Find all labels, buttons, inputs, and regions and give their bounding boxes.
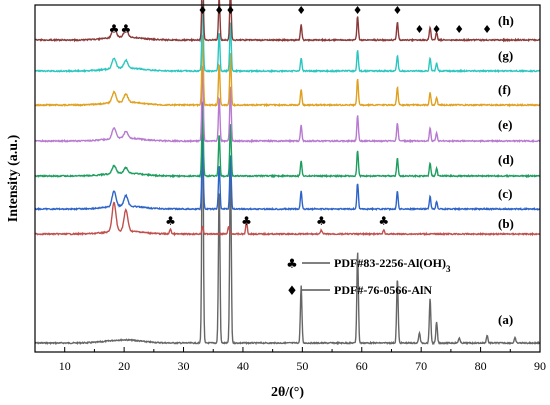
series-line-f	[34, 34, 541, 108]
series-label-e: (e)	[498, 117, 512, 132]
y-axis-label: Intensity (a.u.)	[6, 134, 21, 222]
legend-diamond-icon: ♦	[286, 284, 298, 299]
x-tick-label-50: 50	[296, 359, 308, 373]
series-label-c: (c)	[498, 186, 512, 201]
diamond-marker-h-2: ♦	[226, 4, 236, 17]
label-layer: (a) (b) (c) (d) (e) (f) (g) (h)	[498, 13, 514, 327]
x-tick-label-80: 80	[475, 359, 487, 373]
x-axis-label: 2θ/(°)	[271, 385, 304, 400]
marker-layer: ♣ ♣ ♣ ♣♣ ♣♦ ♦ ♦ ♦ ♦ ♦♦ ♦ ♦ ♦	[109, 4, 492, 228]
x-axis: 10 20 30 40 50 60 70 80 90	[34, 347, 546, 373]
x-tick-label-70: 70	[415, 359, 427, 373]
club-marker-b-0: ♣	[165, 214, 176, 228]
diamond-marker-h-1: ♦	[214, 4, 224, 17]
club-marker-b-3: ♣	[378, 214, 389, 228]
series-label-f: (f)	[498, 82, 511, 97]
legend-club-icon: ♣	[286, 257, 298, 272]
diamond-marker-h-0: ♦	[198, 4, 208, 17]
series-line-b	[34, 201, 541, 237]
club-marker-h-1: ♣	[121, 22, 132, 36]
series-line-e	[34, 65, 541, 144]
diamond-marker-h-8: ♦	[454, 23, 464, 36]
legend-text-1: PDF#-76-0566-AlN	[334, 283, 432, 297]
diamond-marker-h-7: ♦	[432, 23, 442, 36]
series-label-d: (d)	[498, 152, 514, 167]
x-tick-label-10: 10	[59, 359, 71, 373]
x-tick-label-60: 60	[356, 359, 368, 373]
diamond-marker-h-4: ♦	[353, 4, 363, 17]
series-line-c	[34, 137, 541, 212]
series-label-b: (b)	[498, 216, 514, 231]
series-layer	[34, 0, 541, 346]
diamond-marker-h-5: ♦	[392, 4, 402, 17]
x-tick-label-90: 90	[534, 359, 546, 373]
x-tick-label-30: 30	[178, 359, 190, 373]
plot-frame	[34, 4, 541, 353]
x-tick-label-40: 40	[237, 359, 249, 373]
diamond-marker-h-6: ♦	[414, 23, 424, 36]
club-marker-b-2: ♣	[316, 214, 327, 228]
series-label-a: (a)	[498, 312, 513, 327]
club-marker-b-1: ♣	[241, 214, 252, 228]
series-label-h: (h)	[498, 13, 514, 28]
legend-text-0: PDF#83-2256-Al(OH)3	[334, 256, 451, 274]
diamond-marker-h-9: ♦	[482, 23, 492, 36]
series-label-g: (g)	[498, 48, 513, 63]
series-line-a	[34, 100, 541, 346]
legend: ♣ PDF#83-2256-Al(OH)3 ♦ PDF#-76-0566-AlN	[286, 256, 451, 299]
series-line-h	[34, 0, 541, 43]
club-marker-h-0: ♣	[109, 22, 120, 36]
x-tick-label-20: 20	[118, 359, 130, 373]
diamond-marker-h-3: ♦	[296, 4, 306, 17]
series-line-d	[34, 105, 540, 179]
series-line-g	[35, 0, 541, 74]
